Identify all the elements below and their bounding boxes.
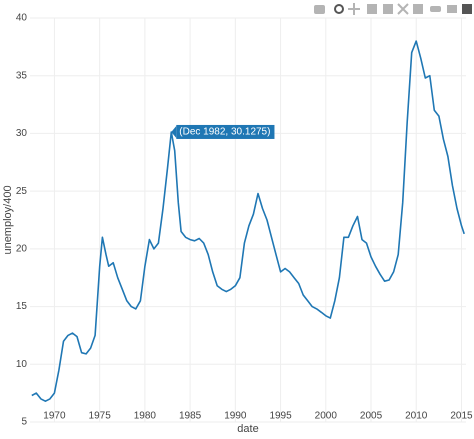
x-tick-label: 1980 xyxy=(134,411,157,422)
x-tick-label: 2015 xyxy=(450,411,473,422)
y-tick-label: 20 xyxy=(16,243,28,254)
modebar[interactable] xyxy=(314,3,472,15)
hover-pointer xyxy=(171,125,177,138)
plotly-logo[interactable] xyxy=(462,4,472,14)
y-tick-label: 5 xyxy=(21,417,27,428)
pan-icon[interactable] xyxy=(348,3,360,15)
x-tick-label: 2000 xyxy=(315,411,338,422)
x-tick-label: 2005 xyxy=(360,411,383,422)
x-tick-label: 1975 xyxy=(89,411,112,422)
y-tick-label: 40 xyxy=(16,13,28,24)
data-line xyxy=(31,40,465,402)
y-tick-label: 35 xyxy=(16,70,28,81)
x-tick-label: 1990 xyxy=(224,411,247,422)
x-tick-label: 1970 xyxy=(43,411,66,422)
x-tick-label: 2010 xyxy=(405,411,428,422)
x-axis-title: date xyxy=(237,423,258,434)
autoscale-icon[interactable] xyxy=(397,3,409,15)
y-tick-label: 15 xyxy=(16,301,28,312)
camera-icon[interactable] xyxy=(314,5,325,14)
x-tick-label: 1995 xyxy=(269,411,292,422)
x-tick-label: 1985 xyxy=(179,411,202,422)
reset-icon[interactable] xyxy=(413,4,423,14)
y-tick-label: 30 xyxy=(16,128,28,139)
zoom-in-icon[interactable] xyxy=(367,4,377,14)
grid xyxy=(30,17,466,423)
spike-icon[interactable] xyxy=(430,6,441,12)
zoom-out-icon[interactable] xyxy=(383,4,393,14)
y-tick-label: 10 xyxy=(16,359,28,370)
hover-label: (Dec 1982, 30.1275) xyxy=(179,127,270,138)
y-axis-title: unemploy/400 xyxy=(2,185,14,254)
hover-box xyxy=(176,124,275,139)
zoom-icon[interactable] xyxy=(334,4,344,14)
y-tick-label: 25 xyxy=(16,186,28,197)
compare-icon[interactable] xyxy=(447,5,457,13)
